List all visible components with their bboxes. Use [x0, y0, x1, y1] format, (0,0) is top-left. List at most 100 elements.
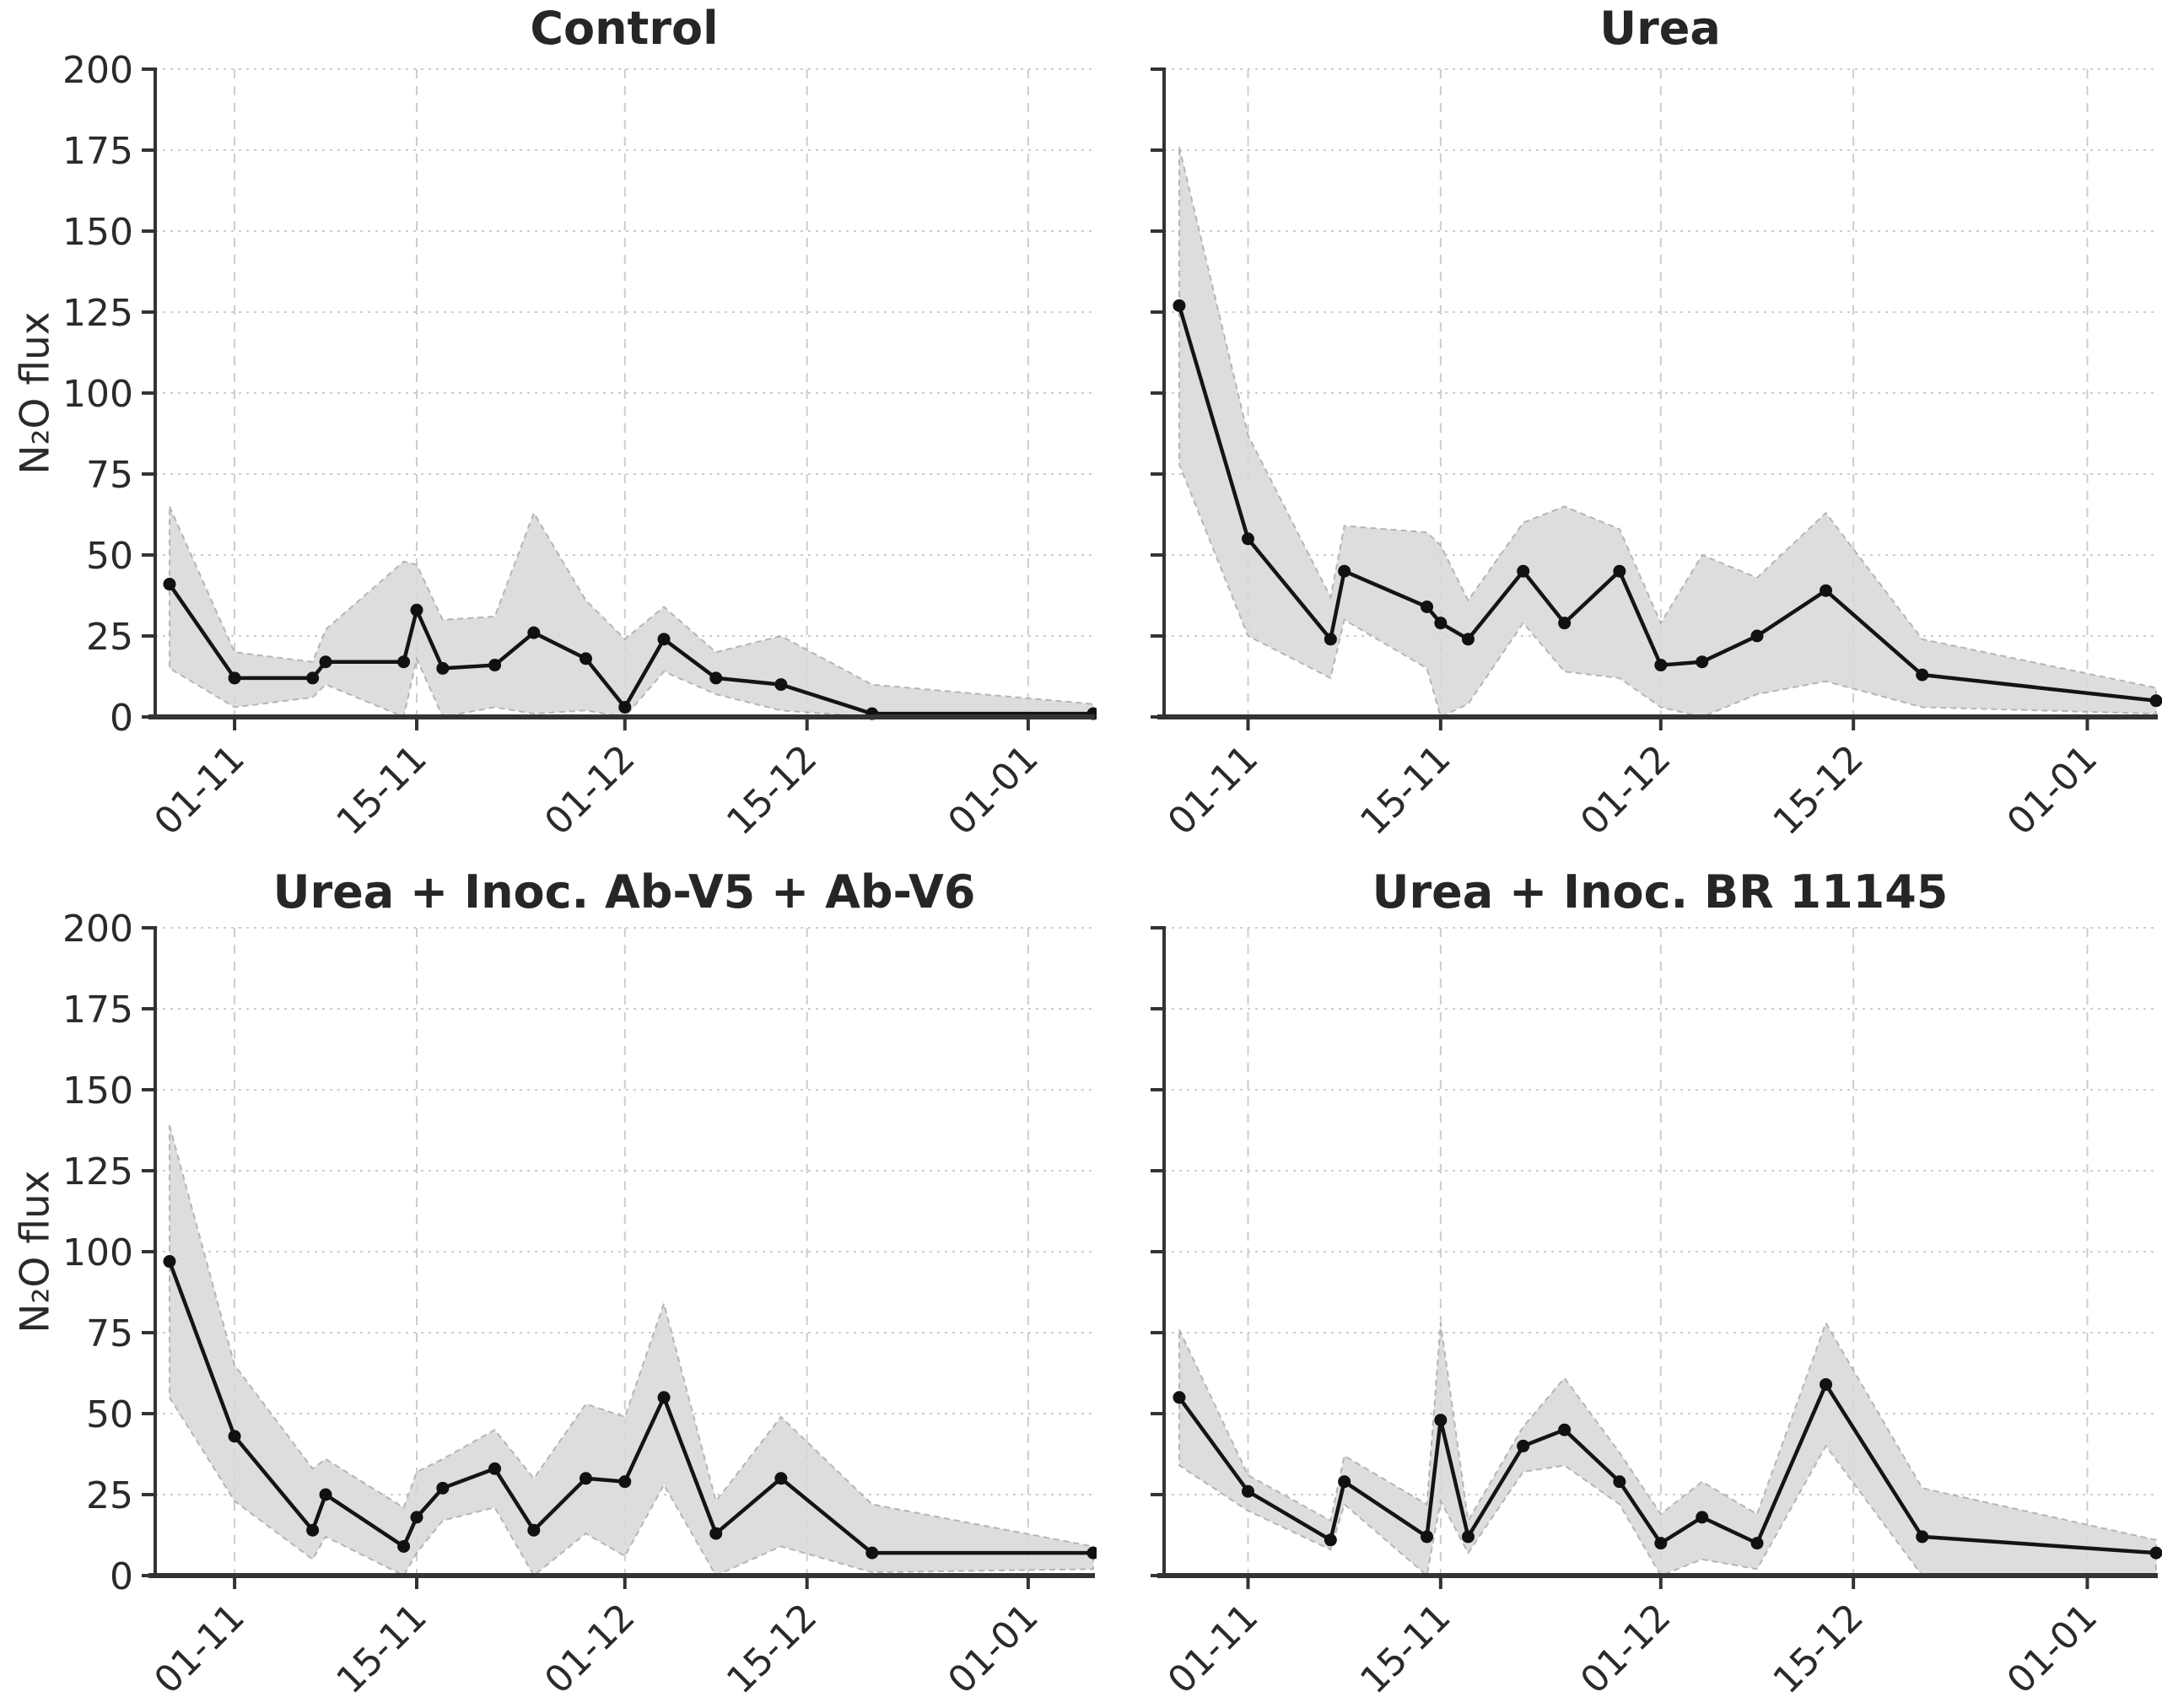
y-tick-label: 150	[62, 1070, 133, 1113]
x-tick-label: 01-12	[1572, 1596, 1679, 1702]
data-point-marker	[657, 1391, 671, 1404]
data-point-marker	[1820, 584, 1833, 597]
data-point-marker	[1916, 1530, 1929, 1544]
subplot-title: Urea + Inoc. BR 11145	[1372, 865, 1949, 919]
data-point-marker	[410, 603, 423, 617]
data-point-marker	[774, 678, 788, 692]
subplot-urea: Urea 01-11 15-11 01-12 15-12 01-01	[1097, 0, 2162, 854]
x-tick-label-group: 01-11	[146, 737, 252, 843]
control-chart: 0 25 50 75 100 125 150 175 200 01-11 15-11 01-12 15-…	[62, 49, 1097, 843]
y-tick-label: 25	[86, 616, 133, 659]
x-tick-label-group: 01-01	[1999, 1596, 2105, 1702]
y-tick-label: 25	[86, 1474, 133, 1517]
data-point-marker	[397, 1539, 411, 1553]
x-tick-label-group: 01-12	[536, 737, 643, 843]
data-point-marker	[1173, 299, 1186, 312]
urea-inoc-br11145-chart: 01-11 15-11 01-12 15-12 01-01	[1151, 926, 2162, 1702]
data-point-marker	[319, 655, 332, 669]
data-line	[1177, 1382, 2159, 1555]
y-tick-label: 125	[62, 292, 133, 335]
x-tick-label: 01-11	[1160, 737, 1266, 843]
data-point-marker	[1461, 1530, 1475, 1544]
x-tick-label-group: 01-01	[1999, 737, 2105, 843]
subplot-title: Control	[530, 2, 719, 55]
data-point-marker	[1613, 564, 1626, 578]
x-tick-label-group: 15-11	[328, 1596, 434, 1702]
y-tick-label: 100	[62, 373, 133, 416]
x-tick-label: 15-11	[328, 1596, 434, 1702]
x-tick-label-group: 15-12	[1765, 1596, 1871, 1702]
x-tick-label-group: 01-12	[1572, 1596, 1679, 1702]
subplot-title: Urea	[1599, 2, 1721, 55]
data-point-marker	[657, 633, 671, 646]
x-tick-label: 01-12	[536, 737, 643, 843]
y-tick-label: 200	[62, 49, 133, 92]
data-point-marker	[1173, 1391, 1186, 1404]
subplot-title: Urea + Inoc. Ab-V5 + Ab-V6	[272, 865, 976, 919]
x-tick-label: 15-11	[1352, 1596, 1458, 1702]
y-tick-label: 75	[86, 454, 133, 497]
subplot-control: Control N₂O flux 0 25 50 75 100 125 150 175 200 0…	[0, 0, 1097, 854]
data-point-marker	[1750, 629, 1764, 643]
urea-chart: 01-11 15-11 01-12 15-12 01-01	[1151, 67, 2162, 843]
data-point-marker	[436, 1481, 450, 1495]
data-point-marker	[1696, 1511, 1709, 1524]
data-point-marker	[1338, 1475, 1351, 1489]
data-point-marker	[306, 671, 320, 685]
x-tick-label: 15-12	[719, 1596, 825, 1702]
data-point-marker	[1916, 668, 1929, 682]
x-tick-label-group: 15-12	[1765, 737, 1871, 843]
data-point-marker	[1654, 1537, 1668, 1550]
data-line	[167, 1259, 1096, 1555]
y-tick-label: 125	[62, 1150, 133, 1193]
x-tick-label: 15-11	[328, 737, 434, 843]
data-point-marker	[488, 659, 502, 672]
data-point-marker	[1086, 1546, 1097, 1560]
data-point-marker	[1241, 532, 1254, 546]
data-point-marker	[618, 700, 632, 714]
x-tick-label: 01-12	[536, 1596, 643, 1702]
confidence-band	[168, 505, 1094, 719]
data-point-marker	[1324, 1533, 1337, 1547]
data-point-marker	[1324, 633, 1337, 646]
data-point-marker	[1654, 659, 1668, 672]
x-tick-label: 15-11	[1352, 737, 1458, 843]
x-tick-label-group: 01-11	[1160, 1596, 1266, 1702]
data-point-marker	[709, 1527, 723, 1540]
subplot-urea-inoc-br11145: Urea + Inoc. BR 11145 01-11 15-11 01-12 15-…	[1097, 854, 2162, 1708]
x-tick-label-group: 15-11	[328, 737, 434, 843]
data-point-marker	[397, 655, 411, 669]
x-tick-label: 01-11	[1160, 1596, 1266, 1702]
y-tick-label: 0	[110, 697, 133, 740]
data-point-marker	[527, 626, 541, 639]
x-tick-label: 15-12	[1765, 737, 1871, 843]
data-point-marker	[1558, 1423, 1572, 1436]
data-point-marker	[2149, 694, 2162, 708]
data-point-marker	[1750, 1537, 1764, 1550]
x-tick-label: 01-01	[940, 1596, 1046, 1702]
data-point-marker	[228, 671, 241, 685]
data-point-marker	[1517, 1439, 1530, 1452]
data-point-marker	[306, 1523, 320, 1537]
data-point-marker	[163, 578, 176, 591]
x-tick-label-group: 01-11	[146, 1596, 252, 1702]
data-point-marker	[580, 1472, 593, 1485]
x-tick-label: 01-01	[1999, 737, 2105, 843]
data-point-marker	[1558, 617, 1572, 630]
data-point-marker	[1517, 564, 1530, 578]
data-point-marker	[488, 1462, 502, 1475]
data-point-marker	[436, 661, 450, 675]
x-tick-label-group: 01-01	[940, 737, 1046, 843]
data-point-marker	[1421, 600, 1434, 613]
y-tick-label: 150	[62, 211, 133, 254]
data-point-marker	[1241, 1484, 1254, 1498]
x-tick-label: 01-12	[1572, 737, 1679, 843]
x-tick-label: 01-11	[146, 737, 252, 843]
confidence-band	[1178, 146, 2157, 719]
data-point-marker	[319, 1488, 332, 1501]
x-tick-label: 15-12	[1765, 1596, 1871, 1702]
data-line	[1177, 304, 2159, 703]
x-tick-label: 01-11	[146, 1596, 252, 1702]
x-tick-label: 01-01	[940, 737, 1046, 843]
